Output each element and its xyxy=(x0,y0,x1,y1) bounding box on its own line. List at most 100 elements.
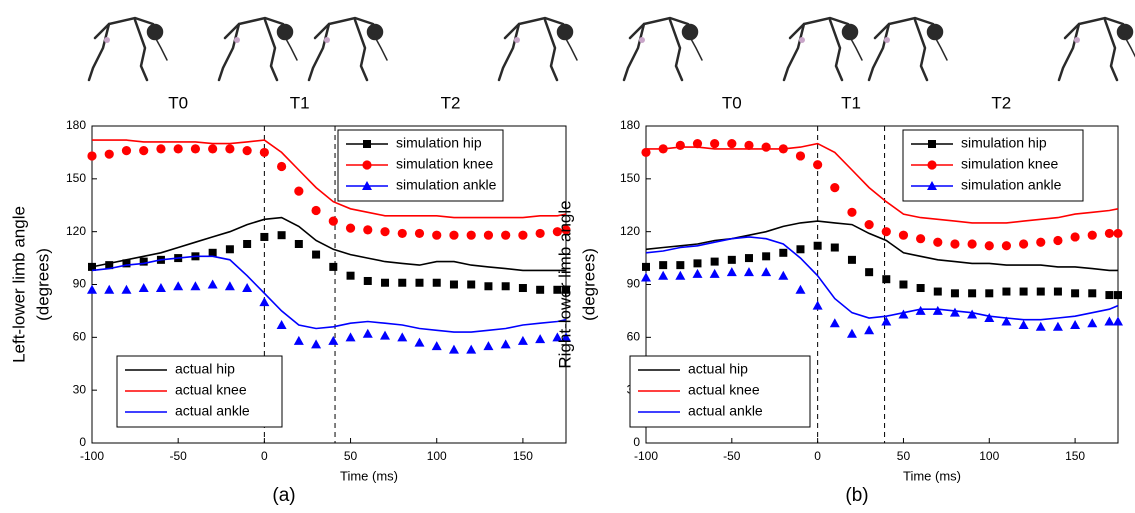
y-axis-label: Right-lower limb angle xyxy=(555,200,574,368)
circle-marker xyxy=(561,225,571,235)
circle-marker xyxy=(225,144,235,154)
square-marker xyxy=(693,259,702,268)
square-marker xyxy=(1114,291,1122,300)
circle-marker xyxy=(397,228,407,239)
triangle-marker xyxy=(190,281,201,291)
triangle-marker xyxy=(641,272,651,282)
legend-label: simulation ankle xyxy=(396,177,497,193)
circle-marker xyxy=(830,183,840,193)
triangle-marker xyxy=(431,341,442,351)
circle-marker xyxy=(881,227,891,237)
square-marker xyxy=(449,280,458,289)
triangle-marker xyxy=(483,341,494,351)
y-tick-label: 180 xyxy=(66,118,86,132)
x-tick-label: 50 xyxy=(344,449,358,463)
triangle-marker xyxy=(155,283,166,293)
circle-marker xyxy=(190,144,201,154)
circle-marker xyxy=(1053,235,1063,246)
triangle-marker xyxy=(362,328,373,338)
circle-marker xyxy=(692,139,703,149)
square-marker xyxy=(536,285,545,294)
legend-label: actual knee xyxy=(688,382,760,398)
square-marker xyxy=(968,289,977,298)
legend-marker xyxy=(927,181,937,190)
y-tick-label: 90 xyxy=(73,277,87,291)
triangle-marker xyxy=(535,334,546,344)
circle-marker xyxy=(173,144,183,154)
circle-marker xyxy=(208,144,218,154)
square-marker xyxy=(779,248,788,257)
circle-marker xyxy=(259,147,269,158)
circle-marker xyxy=(675,140,685,150)
y-tick-label: 90 xyxy=(627,277,641,291)
series-line xyxy=(646,142,1119,224)
legend-label: simulation knee xyxy=(961,156,1058,172)
triangle-marker xyxy=(224,281,235,291)
circle-marker xyxy=(847,207,857,217)
circle-marker xyxy=(898,230,909,240)
triangle-marker xyxy=(517,335,528,345)
skeleton xyxy=(782,16,864,82)
legend-label: actual ankle xyxy=(175,403,250,419)
legend-label: simulation ankle xyxy=(961,177,1062,193)
square-marker xyxy=(484,282,493,291)
square-marker xyxy=(381,278,390,287)
x-axis-label: Time (ms) xyxy=(903,468,961,483)
circle-marker xyxy=(984,241,994,251)
triangle-marker xyxy=(898,309,909,319)
square-marker xyxy=(467,280,476,289)
circle-marker xyxy=(1036,237,1046,247)
square-marker xyxy=(294,239,303,248)
square-marker xyxy=(933,287,942,296)
triangle-marker xyxy=(561,332,571,342)
square-marker xyxy=(985,289,994,298)
circle-marker xyxy=(916,234,926,244)
square-marker xyxy=(762,252,771,261)
square-marker xyxy=(830,243,839,252)
square-marker xyxy=(501,282,510,291)
square-marker xyxy=(796,245,805,254)
square-marker xyxy=(847,255,856,264)
circle-marker xyxy=(139,146,149,156)
square-marker xyxy=(398,278,407,287)
circle-marker xyxy=(552,227,562,237)
legend-marker xyxy=(927,160,937,170)
legend-label: actual knee xyxy=(175,382,247,398)
circle-marker xyxy=(483,230,494,240)
circle-marker xyxy=(727,139,737,149)
legend-label: actual ankle xyxy=(688,403,763,419)
y-tick-label: 60 xyxy=(627,330,641,344)
x-tick-label: 100 xyxy=(427,449,447,463)
circle-marker xyxy=(156,144,166,154)
triangle-marker xyxy=(1035,321,1046,331)
circle-marker xyxy=(1113,228,1123,239)
legend-label: simulation hip xyxy=(396,135,482,151)
circle-marker xyxy=(1070,232,1080,242)
triangle-marker xyxy=(1113,316,1123,326)
triangle-marker xyxy=(984,312,995,322)
circle-marker xyxy=(466,230,476,240)
circle-marker xyxy=(1104,228,1115,239)
triangle-marker xyxy=(466,344,477,354)
circle-marker xyxy=(1001,241,1012,251)
square-marker xyxy=(744,254,753,263)
square-marker xyxy=(1105,291,1114,300)
square-marker xyxy=(139,257,148,266)
triangle-marker xyxy=(743,267,754,277)
triangle-marker xyxy=(311,339,322,349)
triangle-marker xyxy=(121,284,132,294)
legend-marker xyxy=(362,160,372,170)
triangle-marker xyxy=(259,297,270,307)
square-marker xyxy=(813,241,822,250)
circle-marker xyxy=(795,151,806,161)
y-tick-label: 30 xyxy=(73,382,87,396)
circle-marker xyxy=(121,146,132,156)
triangle-marker xyxy=(500,339,511,349)
square-marker xyxy=(916,284,925,293)
triangle-marker xyxy=(345,332,356,342)
legend-marker xyxy=(928,140,936,148)
triangle-marker xyxy=(138,283,149,293)
skeleton-strip xyxy=(87,16,1135,82)
triangle-marker xyxy=(812,300,823,310)
phase-label: T2 xyxy=(441,93,461,112)
